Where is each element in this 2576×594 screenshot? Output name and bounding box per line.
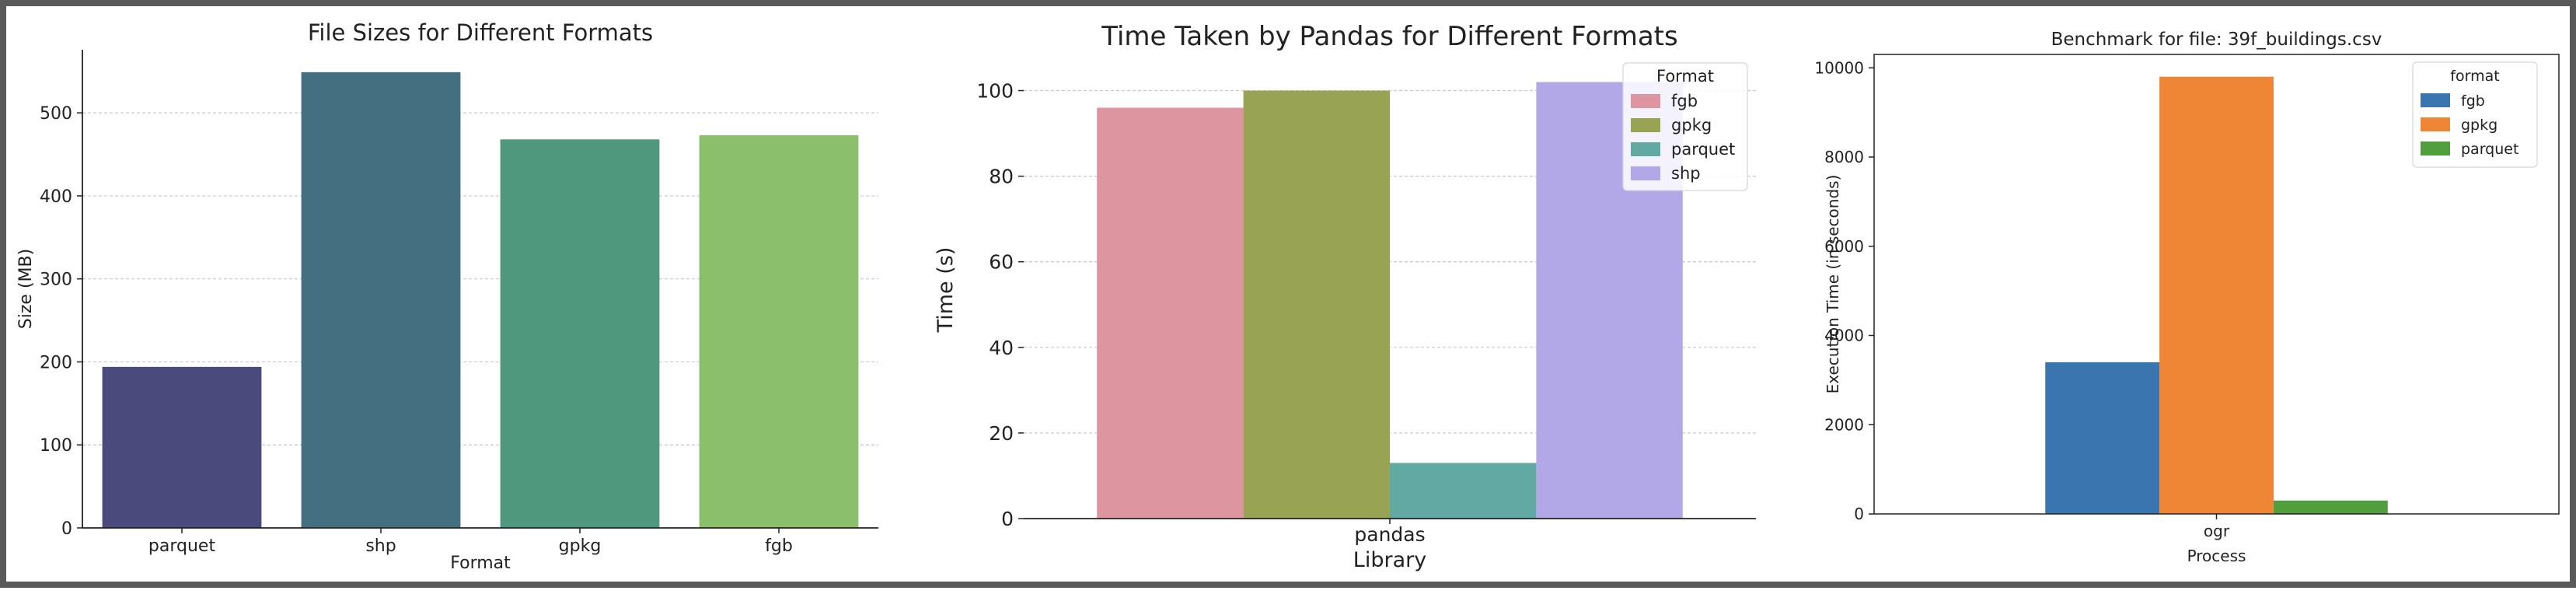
chart-title: Benchmark for file: 39f_buildings.csv xyxy=(2051,30,2382,50)
legend-swatch-parquet xyxy=(1631,142,1660,156)
x-axis-label: Library xyxy=(1353,548,1426,572)
y-axis-label: Execution Time (in seconds) xyxy=(1824,175,1842,394)
bar-parquet xyxy=(102,366,262,528)
bar-fgb xyxy=(1097,107,1244,519)
legend-label-gpkg: gpkg xyxy=(2461,117,2497,134)
x-axis-label: Format xyxy=(450,554,511,573)
bar-fgb xyxy=(2045,362,2160,514)
x-tick-label: ogr xyxy=(2204,522,2230,540)
legend-label-parquet: parquet xyxy=(1671,140,1735,159)
legend-swatch-gpkg xyxy=(1631,118,1660,132)
y-tick-label: 0 xyxy=(1001,508,1014,530)
legend-label-fgb: fgb xyxy=(2461,93,2485,110)
bar-shp xyxy=(301,72,461,528)
legend-title: format xyxy=(2450,68,2499,85)
y-tick-label: 80 xyxy=(989,166,1014,188)
x-axis-label: Process xyxy=(2187,547,2246,565)
x-tick-label: pandas xyxy=(1354,523,1425,546)
x-tick-label: fgb xyxy=(765,536,793,556)
y-tick-label: 10000 xyxy=(1814,58,1864,77)
y-tick-label: 60 xyxy=(989,251,1014,274)
x-tick-label: parquet xyxy=(148,536,216,556)
legend-label-fgb: fgb xyxy=(1671,92,1698,110)
y-tick-label: 6000 xyxy=(1824,237,1864,256)
y-tick-label: 4000 xyxy=(1824,327,1864,345)
legend-swatch-fgb xyxy=(2421,93,2450,107)
bar-parquet xyxy=(1390,463,1537,519)
legend-label-gpkg: gpkg xyxy=(1671,116,1712,135)
y-tick-label: 0 xyxy=(61,519,72,539)
y-tick-label: 300 xyxy=(40,271,72,290)
legend-box xyxy=(2412,61,2538,168)
bar-fgb xyxy=(699,135,859,529)
legend-label-parquet: parquet xyxy=(2461,141,2518,158)
y-tick-label: 0 xyxy=(1854,505,1864,523)
y-tick-label: 20 xyxy=(989,422,1014,445)
pandas-time-chart: pandas 0 20 40 60 80 100 Time Taken by Pandas f… xyxy=(934,21,1756,572)
legend-swatch-parquet xyxy=(2421,142,2450,155)
bar-gpkg xyxy=(2159,76,2274,514)
bar-gpkg xyxy=(500,139,660,528)
y-tick-label: 400 xyxy=(40,187,72,207)
file-sizes-chart: parquet shp gpkg fgb 0 100 200 300 400 500 File Si… xyxy=(16,19,878,573)
y-tick-label: 100 xyxy=(976,80,1014,103)
y-tick-label: 500 xyxy=(40,104,72,124)
y-axis-label: Time (s) xyxy=(934,247,958,334)
chart-title: File Sizes for Different Formats xyxy=(308,19,653,46)
y-tick-label: 200 xyxy=(40,353,72,372)
legend-swatch-gpkg xyxy=(2421,117,2450,131)
x-tick-label: gpkg xyxy=(559,536,602,556)
legend-swatch-fgb xyxy=(1631,94,1660,108)
benchmark-chart: ogr 0 2000 4000 6000 8000 10000 Benchmark for f… xyxy=(1814,30,2560,565)
y-axis-label: Size (MB) xyxy=(16,249,36,329)
y-tick-label: 8000 xyxy=(1824,148,1864,166)
y-tick-label: 2000 xyxy=(1824,415,1864,434)
y-tick-label: 100 xyxy=(40,436,72,456)
bar-gpkg xyxy=(1243,90,1390,519)
y-tick-label: 40 xyxy=(989,337,1014,359)
bar-parquet xyxy=(2273,500,2388,514)
legend-label-shp: shp xyxy=(1671,164,1701,183)
x-tick-label: shp xyxy=(365,536,396,556)
chart-title: Time Taken by Pandas for Different Forma… xyxy=(1101,21,1677,52)
legend-swatch-shp xyxy=(1631,166,1660,180)
legend-title: Format xyxy=(1656,67,1714,86)
plot-frame xyxy=(1873,54,2560,515)
